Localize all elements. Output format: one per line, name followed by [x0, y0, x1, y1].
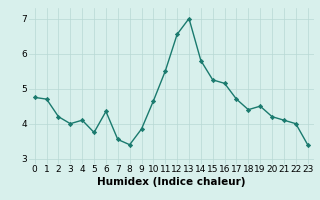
X-axis label: Humidex (Indice chaleur): Humidex (Indice chaleur): [97, 177, 245, 187]
